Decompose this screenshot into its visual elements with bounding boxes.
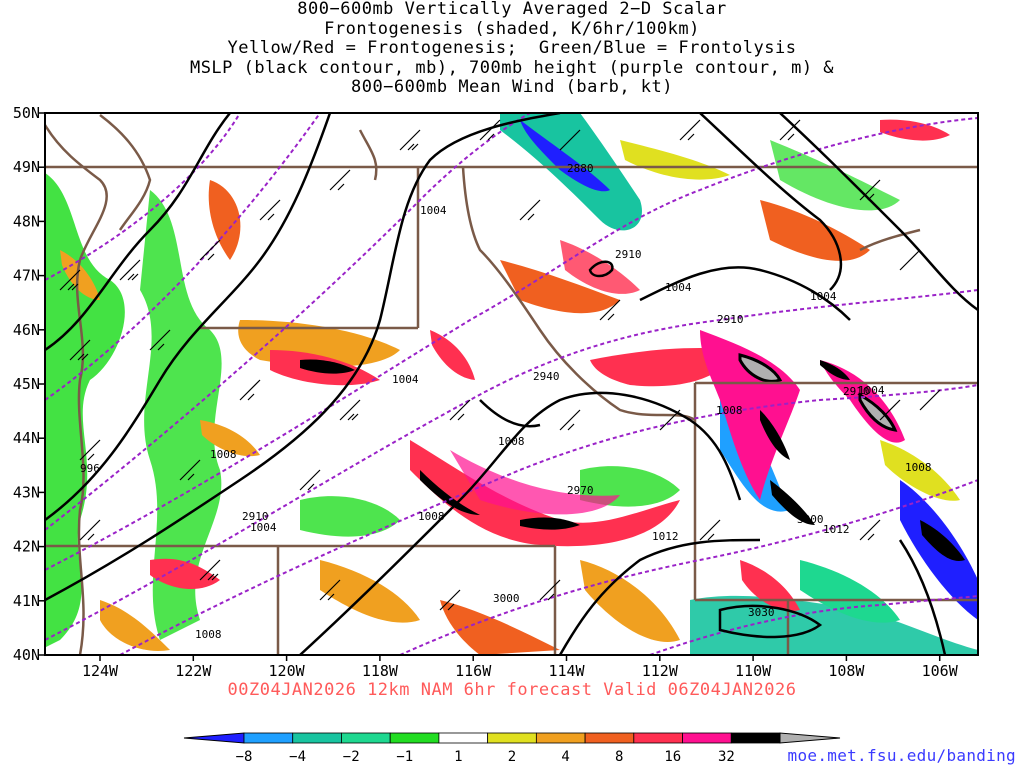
pressure-label: 1004 bbox=[810, 290, 837, 303]
pressure-label: 996 bbox=[80, 462, 100, 475]
colorbar-label: −1 bbox=[396, 749, 413, 765]
colorbar: −8 −4 −2 −1 1 2 4 8 16 32 bbox=[183, 732, 841, 765]
height-label: 2910 bbox=[242, 510, 269, 523]
colorbar-swatch bbox=[584, 732, 635, 744]
colorbar-swatch bbox=[535, 732, 586, 744]
map-plot-area bbox=[45, 113, 978, 655]
latitude-label: 45N bbox=[13, 375, 40, 393]
latitude-label: 41N bbox=[13, 592, 40, 610]
pressure-label: 1008 bbox=[195, 628, 222, 641]
colorbar-swatch bbox=[730, 732, 781, 744]
colorbar-label: 1 bbox=[454, 749, 462, 765]
colorbar-swatch bbox=[341, 732, 391, 744]
credit-url: moe.met.fsu.edu/banding bbox=[787, 746, 1016, 765]
pressure-label: 1004 bbox=[250, 521, 277, 534]
latitude-label: 48N bbox=[13, 212, 40, 230]
pressure-label: 1008 bbox=[418, 510, 445, 523]
colorbar-swatch bbox=[389, 732, 440, 744]
longitude-label: 108W bbox=[828, 662, 865, 680]
height-contours bbox=[45, 113, 978, 655]
title-line: Frontogenesis (shaded, K/6hr/100km) bbox=[324, 18, 700, 39]
longitude-label: 116W bbox=[455, 662, 492, 680]
longitude-label: 120W bbox=[269, 662, 306, 680]
title-line: Yellow/Red = Frontogenesis; Green/Blue =… bbox=[227, 38, 797, 58]
latitude-label: 46N bbox=[13, 321, 40, 339]
colorbar-label: −8 bbox=[236, 749, 253, 765]
colorbar-swatch bbox=[292, 732, 342, 744]
height-label: 2880 bbox=[567, 162, 594, 175]
colorbar-label: 32 bbox=[718, 749, 735, 765]
colorbar-swatch bbox=[682, 732, 732, 744]
height-label: 3030 bbox=[748, 606, 775, 619]
latitude-label: 42N bbox=[13, 538, 40, 556]
pressure-label: 1004 bbox=[392, 373, 419, 386]
longitude-label: 124W bbox=[82, 662, 119, 680]
pressure-label: 1004 bbox=[665, 281, 692, 294]
height-label: 2940 bbox=[533, 370, 560, 383]
latitude-label: 40N bbox=[13, 646, 40, 664]
colorbar-swatch bbox=[243, 732, 294, 744]
colorbar-max-arrow bbox=[779, 732, 841, 744]
colorbar-label: −2 bbox=[343, 749, 360, 765]
colorbar-swatch bbox=[487, 732, 537, 744]
forecast-valid-line: 00Z04JAN2026 12km NAM 6hr forecast Valid… bbox=[227, 680, 797, 700]
latitude-label: 50N bbox=[13, 104, 40, 122]
pressure-contours bbox=[45, 113, 978, 655]
pressure-label: 1008 bbox=[905, 461, 932, 474]
state-borders bbox=[45, 114, 978, 655]
colorbar-label: 4 bbox=[561, 749, 569, 765]
title-line: 800−600mb Vertically Averaged 2−D Scalar bbox=[297, 0, 727, 19]
longitude-labels: 124W 122W 120W 118W 116W 114W 112W 110W 108W 106W bbox=[82, 655, 959, 680]
pressure-label: 1004 bbox=[420, 204, 447, 217]
contour-labels: 2880 2910 2910 2910 2910 2940 2970 3000 … bbox=[80, 162, 932, 641]
height-label: 2910 bbox=[615, 248, 642, 261]
colorbar-swatch bbox=[438, 732, 489, 744]
height-label: 3000 bbox=[493, 592, 520, 605]
latitude-label: 49N bbox=[13, 158, 40, 176]
longitude-label: 110W bbox=[735, 662, 772, 680]
title-line: MSLP (black contour, mb), 700mb height (… bbox=[189, 57, 835, 78]
latitude-label: 43N bbox=[13, 483, 40, 501]
colorbar-label: 16 bbox=[664, 749, 681, 765]
pressure-label: 1012 bbox=[652, 530, 679, 543]
pressure-label: 1012 bbox=[823, 523, 850, 536]
latitude-label: 44N bbox=[13, 429, 40, 447]
height-label: 2970 bbox=[567, 484, 594, 497]
colorbar-swatch bbox=[633, 732, 683, 744]
longitude-label: 114W bbox=[548, 662, 585, 680]
latitude-label: 47N bbox=[13, 267, 40, 285]
colorbar-label: 8 bbox=[615, 749, 623, 765]
height-label: 3000 bbox=[797, 513, 824, 526]
height-label: 2910 bbox=[843, 385, 870, 398]
wind-barbs bbox=[59, 119, 941, 611]
height-label: 2910 bbox=[717, 313, 744, 326]
longitude-label: 112W bbox=[642, 662, 679, 680]
title-line: 800−600mb Mean Wind (barb, kt) bbox=[350, 77, 674, 97]
map-title: 800−600mb Vertically Averaged 2−D Scalar… bbox=[0, 0, 1024, 98]
longitude-label: 118W bbox=[362, 662, 399, 680]
pressure-label: 1004 bbox=[858, 384, 885, 397]
longitude-label: 122W bbox=[175, 662, 212, 680]
pressure-label: 1008 bbox=[498, 435, 525, 448]
colorbar-label: 2 bbox=[508, 749, 516, 765]
pressure-label: 1008 bbox=[716, 404, 743, 417]
longitude-label: 106W bbox=[922, 662, 959, 680]
pressure-label: 1008 bbox=[210, 448, 237, 461]
frontogenesis-shading bbox=[60, 119, 965, 655]
latitude-labels: 50N 49N 48N 47N 46N 45N 44N 43N 42N 41N 40N bbox=[13, 104, 45, 664]
colorbar-label: −4 bbox=[289, 749, 306, 765]
colorbar-min-arrow bbox=[183, 732, 245, 744]
frontolysis-shading bbox=[45, 113, 978, 655]
